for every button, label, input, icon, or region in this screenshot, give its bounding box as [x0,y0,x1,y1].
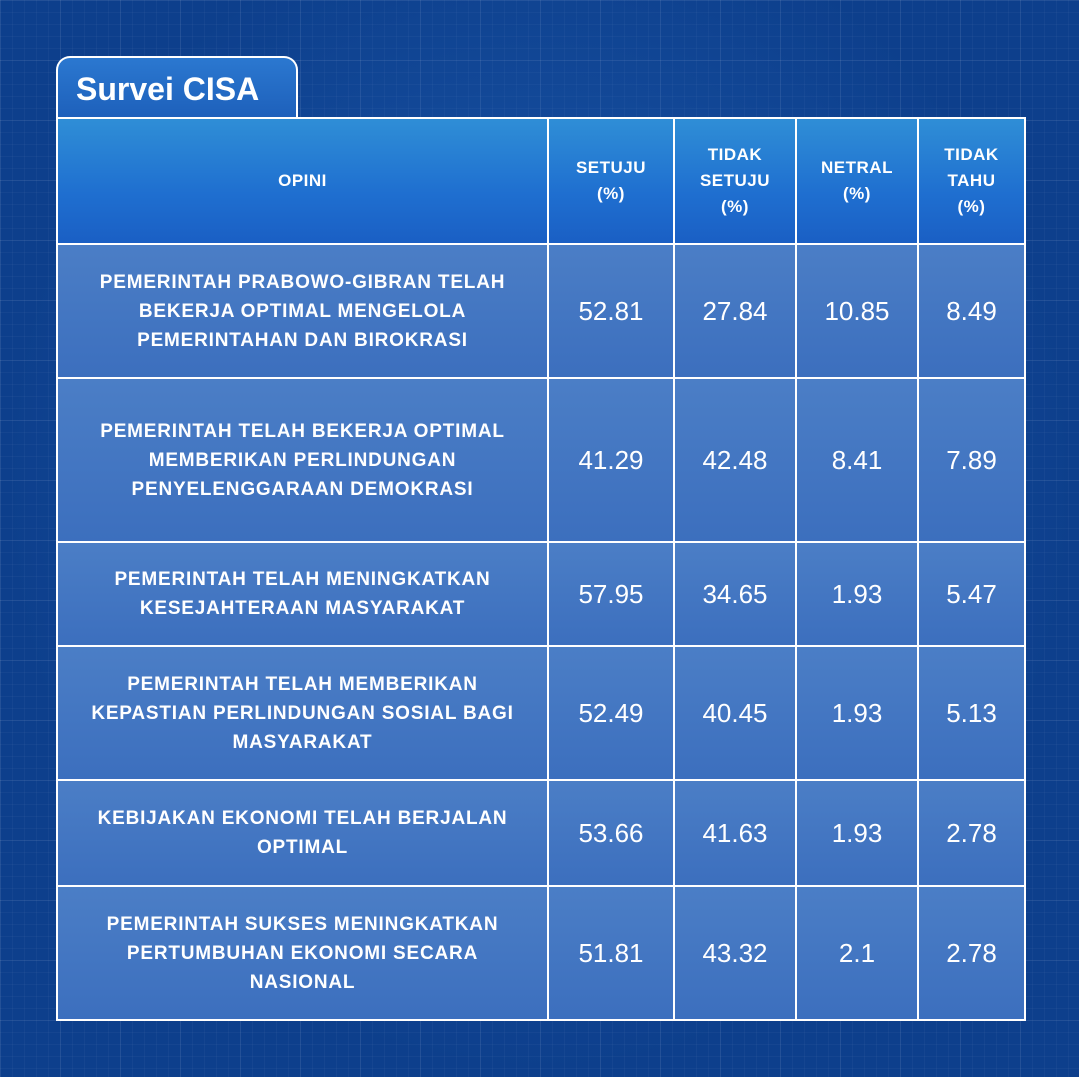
table-row: PEMERINTAH SUKSES MENINGKATKAN PERTUMBUH… [56,885,1026,1021]
header-tidak-setuju: TIDAK SETUJU (%) [673,117,797,245]
setuju-value: 51.81 [547,885,675,1021]
header-netral-line: NETRAL [821,158,893,177]
tidak-tahu-value: 5.13 [917,645,1026,781]
header-row: OPINI SETUJU (%) TIDAK SETUJU (%) NETRAL… [56,117,1026,245]
table-row: PEMERINTAH PRABOWO-GIBRAN TELAH BEKERJA … [56,243,1026,379]
header-tidak-setuju-line: (%) [721,197,749,216]
opini-cell: KEBIJAKAN EKONOMI TELAH BERJALAN OPTIMAL [56,779,549,887]
setuju-value: 41.29 [547,377,675,543]
table-row: PEMERINTAH TELAH BEKERJA OPTIMAL MEMBERI… [56,377,1026,543]
header-netral-line: (%) [843,184,871,203]
netral-value: 1.93 [795,779,919,887]
setuju-value: 57.95 [547,541,675,647]
header-tidak-tahu: TIDAK TAHU (%) [917,117,1026,245]
survey-table: OPINI SETUJU (%) TIDAK SETUJU (%) NETRAL… [56,117,1026,1021]
tidak-setuju-value: 27.84 [673,243,797,379]
header-setuju-line: (%) [597,184,625,203]
table-row: PEMERINTAH TELAH MENINGKATKAN KESEJAHTER… [56,541,1026,647]
tidak-setuju-value: 40.45 [673,645,797,781]
opini-cell: PEMERINTAH PRABOWO-GIBRAN TELAH BEKERJA … [56,243,549,379]
tidak-setuju-value: 42.48 [673,377,797,543]
opini-cell: PEMERINTAH TELAH BEKERJA OPTIMAL MEMBERI… [56,377,549,543]
header-setuju-line: SETUJU [575,158,647,177]
netral-value: 10.85 [795,243,919,379]
netral-value: 1.93 [795,541,919,647]
chart-title: Survei CISA [56,56,298,120]
tidak-setuju-value: 34.65 [673,541,797,647]
header-opini-line: OPINI [278,171,327,190]
setuju-value: 52.49 [547,645,675,781]
header-setuju: SETUJU (%) [547,117,675,245]
opini-cell: PEMERINTAH TELAH MEMBERIKAN KEPASTIAN PE… [56,645,549,781]
header-tidak-tahu-line: TAHU [947,171,996,190]
table-row: PEMERINTAH TELAH MEMBERIKAN KEPASTIAN PE… [56,645,1026,781]
opini-cell: PEMERINTAH TELAH MENINGKATKAN KESEJAHTER… [56,541,549,647]
header-netral: NETRAL (%) [795,117,919,245]
tidak-setuju-value: 43.32 [673,885,797,1021]
table-row: KEBIJAKAN EKONOMI TELAH BERJALAN OPTIMAL… [56,779,1026,887]
tidak-setuju-value: 41.63 [673,779,797,887]
header-tidak-tahu-line: (%) [957,197,986,216]
header-tidak-setuju-line: SETUJU [699,171,771,190]
netral-value: 2.1 [795,885,919,1021]
header-opini: OPINI [56,117,549,245]
tidak-tahu-value: 5.47 [917,541,1026,647]
header-tidak-tahu-line: TIDAK [944,145,999,164]
setuju-value: 53.66 [547,779,675,887]
netral-value: 8.41 [795,377,919,543]
header-tidak-setuju-line: TIDAK [707,145,763,164]
tidak-tahu-value: 2.78 [917,885,1026,1021]
tidak-tahu-value: 7.89 [917,377,1026,543]
setuju-value: 52.81 [547,243,675,379]
tidak-tahu-value: 2.78 [917,779,1026,887]
opini-cell: PEMERINTAH SUKSES MENINGKATKAN PERTUMBUH… [56,885,549,1021]
tidak-tahu-value: 8.49 [917,243,1026,379]
netral-value: 1.93 [795,645,919,781]
